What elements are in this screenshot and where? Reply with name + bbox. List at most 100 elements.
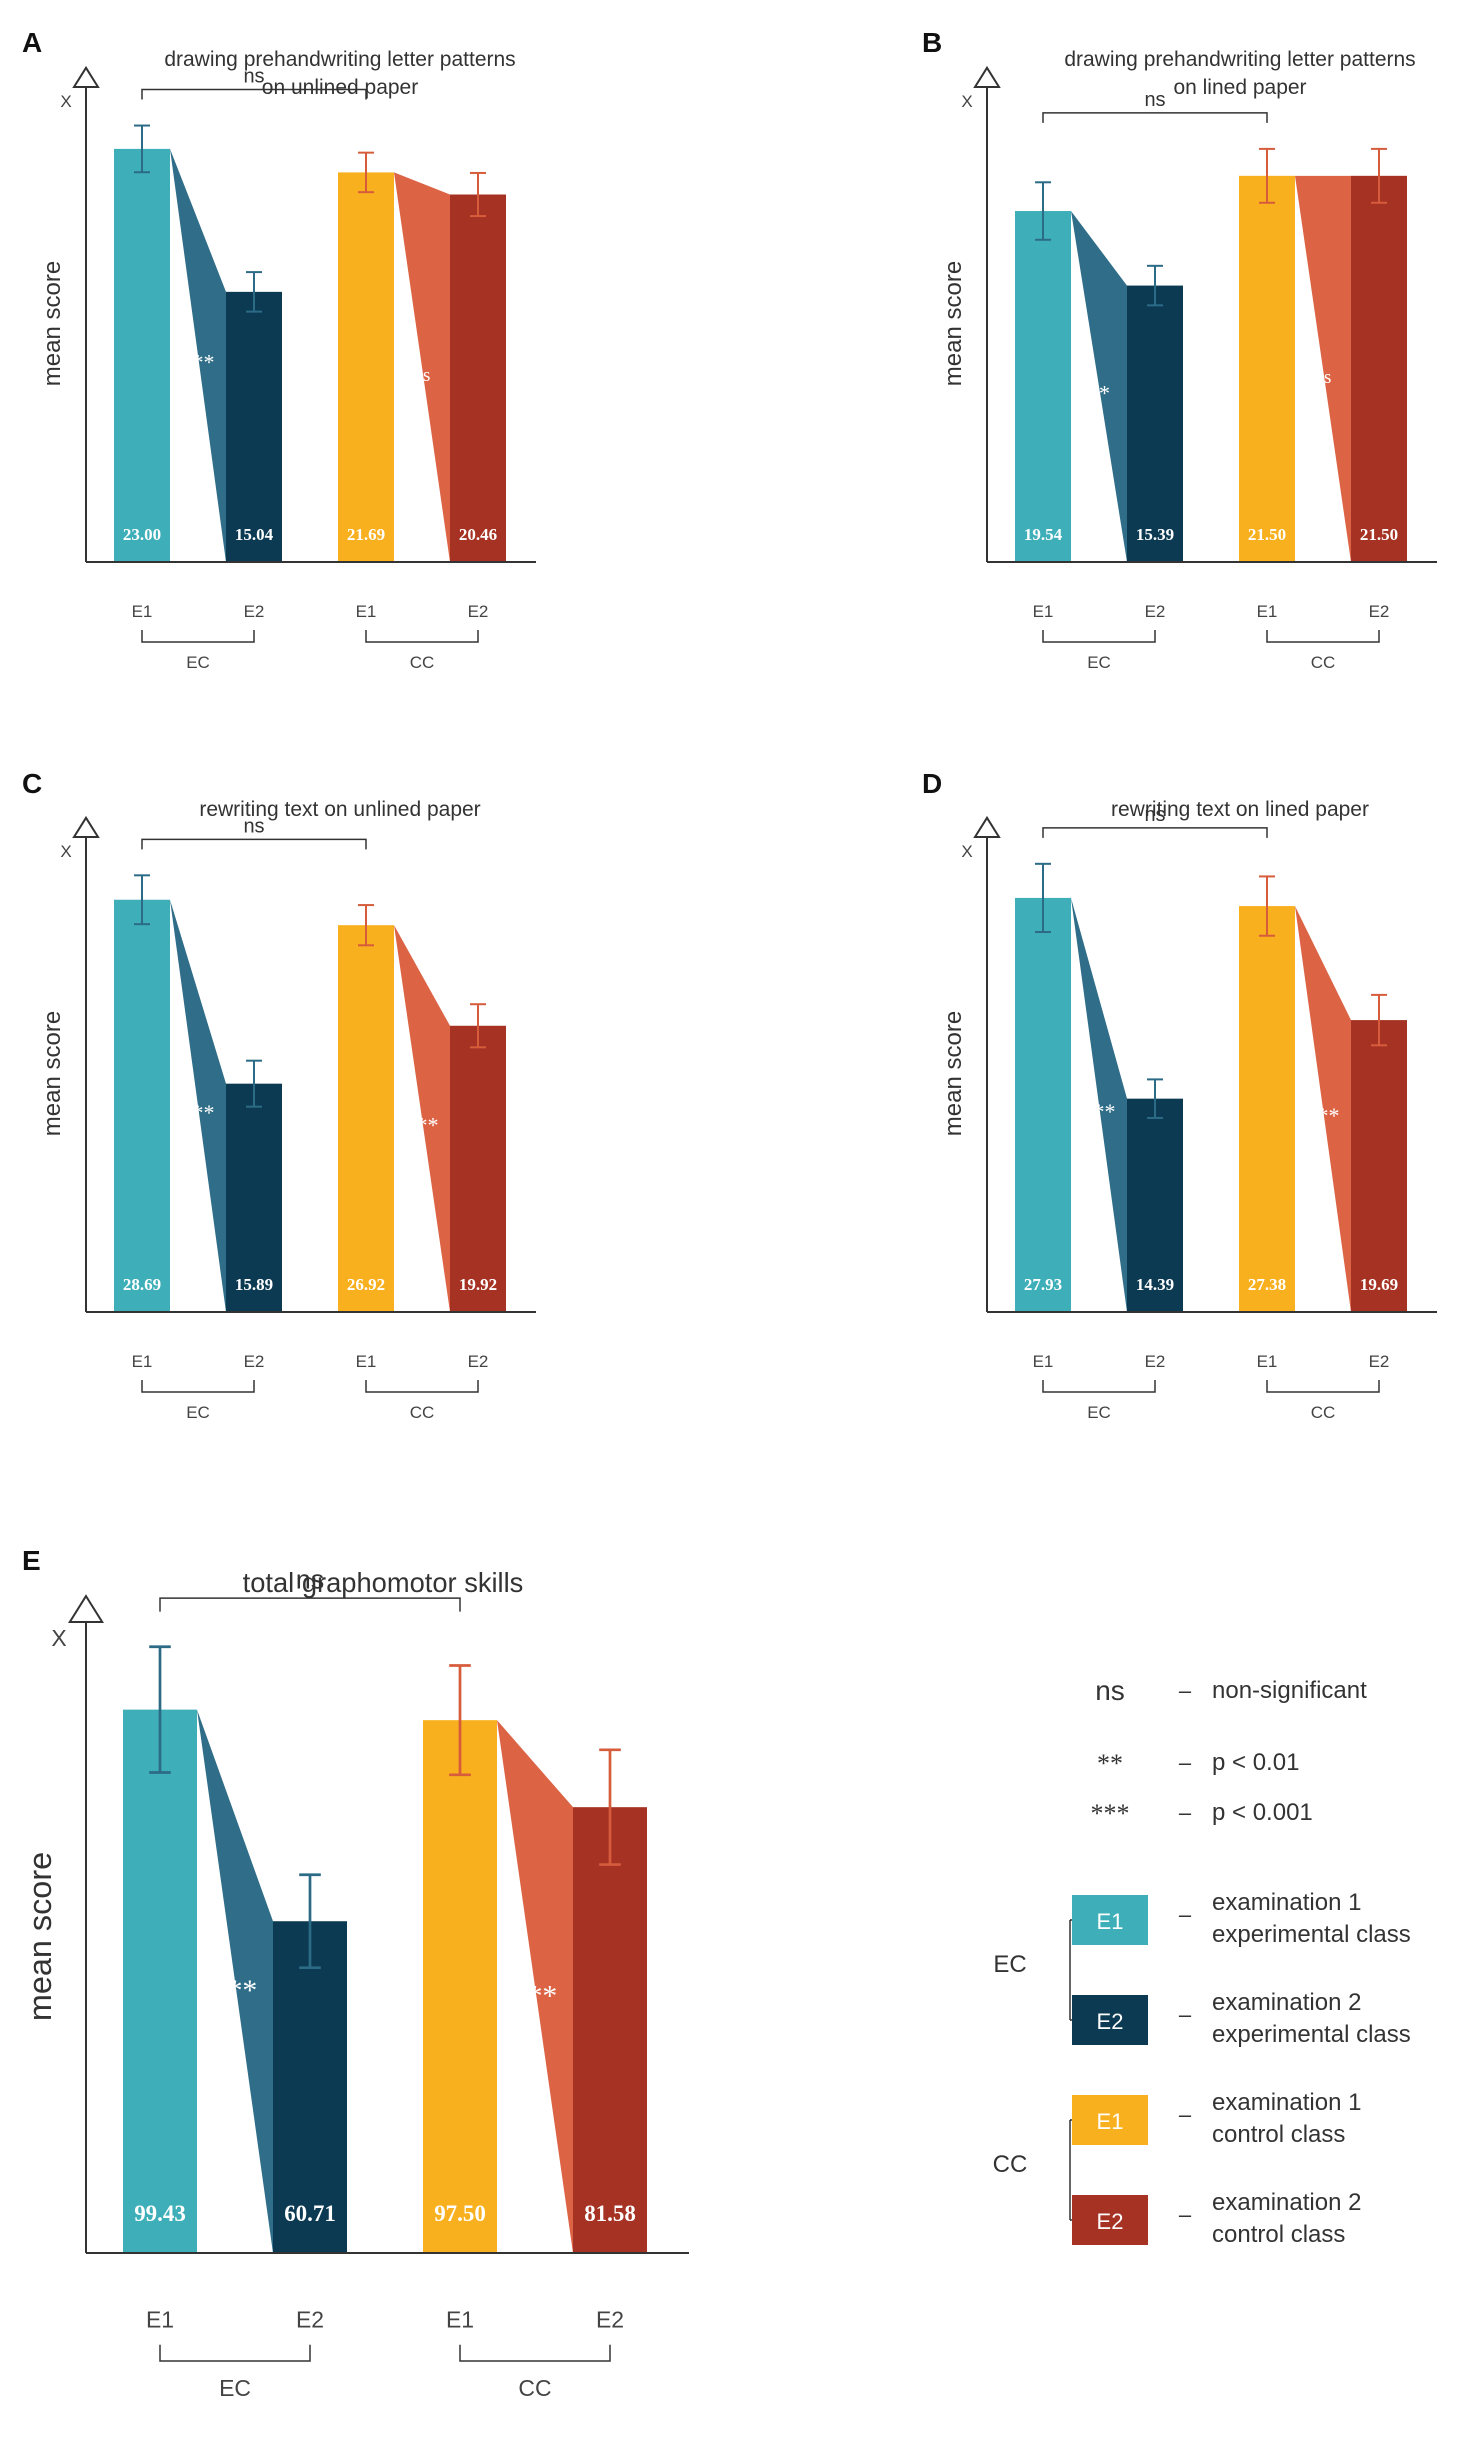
legend-sig-symbol: *** xyxy=(1091,1799,1130,1828)
class-bracket xyxy=(1266,1380,1380,1393)
y-axis-arrow xyxy=(72,65,100,88)
value-label: 19.69 xyxy=(1360,1275,1398,1294)
legend-sig-text: p < 0.001 xyxy=(1212,1799,1313,1826)
bar xyxy=(450,1025,506,1312)
y-axis-arrow xyxy=(72,815,100,838)
y-max-mark: X xyxy=(961,842,972,861)
within-sig-mark: *** xyxy=(406,1113,439,1138)
y-axis-label: mean score xyxy=(39,261,66,386)
within-link-band xyxy=(1071,897,1127,1312)
class-bracket xyxy=(1266,630,1380,643)
bar xyxy=(1239,175,1295,563)
class-bracket xyxy=(1042,1380,1156,1393)
exam-label: E1 xyxy=(356,1352,377,1371)
legend-item-text: examination 1 xyxy=(1212,1889,1361,1916)
legend-item-text: examination 1 xyxy=(1212,2089,1361,2116)
exam-label: E2 xyxy=(468,1352,489,1371)
class-bracket xyxy=(141,630,255,643)
within-sig-mark: *** xyxy=(1083,1099,1116,1124)
panel-letter: A xyxy=(22,27,42,58)
class-label: CC xyxy=(410,653,435,672)
panel-title: on lined paper xyxy=(1173,76,1306,99)
bar xyxy=(114,148,170,562)
within-link-band xyxy=(1071,211,1127,562)
bar xyxy=(114,899,170,1312)
exam-label: E1 xyxy=(1257,602,1278,621)
panel-title: drawing prehandwriting letter patterns xyxy=(164,48,515,71)
value-label: 21.50 xyxy=(1360,525,1398,544)
class-bracket xyxy=(141,1380,255,1393)
panel-letter: B xyxy=(922,27,942,58)
value-label: 60.71 xyxy=(284,2201,336,2226)
within-sig-mark: *** xyxy=(213,1975,258,2007)
class-label: CC xyxy=(410,1403,435,1422)
y-axis-arrow xyxy=(973,65,1001,88)
value-label: 15.89 xyxy=(235,1275,273,1294)
within-sig-mark: ns xyxy=(1315,367,1332,388)
exam-label: E1 xyxy=(132,1352,153,1371)
class-label: EC xyxy=(1087,653,1111,672)
bar xyxy=(1351,175,1407,563)
panel-letter: C xyxy=(22,768,42,799)
y-max-mark: X xyxy=(60,842,71,861)
within-sig-mark: *** xyxy=(513,1980,558,2012)
y-axis-arrow xyxy=(67,1594,105,1623)
legend-group-label: EC xyxy=(993,1951,1026,1978)
within-link-band xyxy=(497,1720,573,2253)
exam-label: E2 xyxy=(468,602,489,621)
between-bracket xyxy=(159,1597,461,1612)
bar xyxy=(226,291,282,562)
legend-swatch xyxy=(1072,2095,1148,2145)
exam-label: E2 xyxy=(1145,1352,1166,1371)
exam-label: E2 xyxy=(1145,602,1166,621)
class-label: EC xyxy=(1087,1403,1111,1422)
exam-label: E2 xyxy=(1369,1352,1390,1371)
class-bracket xyxy=(365,1380,479,1393)
between-sig-mark: ns xyxy=(243,66,264,88)
legend-group-label: CC xyxy=(993,2151,1028,2178)
within-link-band xyxy=(1295,175,1351,563)
legend-item-text: examination 2 xyxy=(1212,1989,1361,2016)
legend-sig-text: non-significant xyxy=(1212,1677,1367,1704)
panel-title: drawing prehandwriting letter patterns xyxy=(1064,48,1415,71)
bar xyxy=(1015,897,1071,1312)
class-bracket xyxy=(365,630,479,643)
legend-dash: – xyxy=(1179,2002,1192,2027)
class-label: CC xyxy=(518,2375,551,2401)
panel-title: rewriting text on unlined paper xyxy=(199,798,480,821)
bar xyxy=(1015,211,1071,562)
exam-label: E1 xyxy=(1033,602,1054,621)
panel-title: on unlined paper xyxy=(262,76,418,99)
legend-swatch-label: E1 xyxy=(1097,1909,1124,1934)
y-axis-label: mean score xyxy=(940,1011,967,1136)
within-sig-mark: *** xyxy=(182,349,215,374)
within-sig-mark: ns xyxy=(414,365,431,386)
exam-label: E2 xyxy=(244,602,265,621)
legend-swatch xyxy=(1072,1895,1148,1945)
within-link-band xyxy=(197,1709,273,2253)
within-sig-mark: *** xyxy=(1307,1103,1340,1128)
value-label: 19.54 xyxy=(1024,525,1063,544)
within-link-band xyxy=(170,148,226,562)
within-link-band xyxy=(394,172,450,562)
bar xyxy=(450,194,506,562)
class-label: EC xyxy=(186,1403,210,1422)
legend-item-text: control class xyxy=(1212,2121,1345,2148)
legend-dash: – xyxy=(1179,1902,1192,1927)
class-bracket xyxy=(159,2344,311,2362)
legend-sig-text: p < 0.01 xyxy=(1212,1749,1299,1776)
value-label: 15.04 xyxy=(235,525,274,544)
legend-bracket xyxy=(1069,2119,1071,2221)
bar xyxy=(1351,1020,1407,1312)
exam-label: E1 xyxy=(132,602,153,621)
between-bracket xyxy=(1042,112,1268,123)
legend-swatch xyxy=(1072,1995,1148,2045)
legend-item-text: experimental class xyxy=(1212,2021,1411,2048)
exam-label: E1 xyxy=(1033,1352,1054,1371)
class-bracket xyxy=(459,2344,611,2362)
value-label: 27.38 xyxy=(1248,1275,1286,1294)
